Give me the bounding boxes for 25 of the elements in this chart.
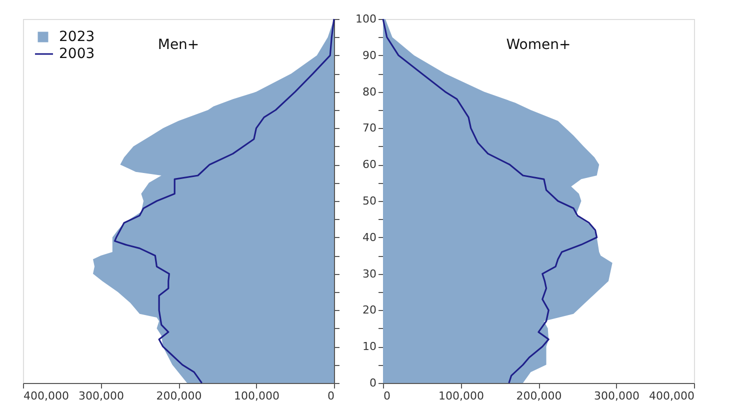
y-tick-label: 10 <box>362 340 376 354</box>
x-tick-label: 0 <box>384 390 390 402</box>
x-tick-label: 200,000 <box>516 390 562 402</box>
y-tick-label: 20 <box>362 304 376 317</box>
y-tick-label: 30 <box>362 267 376 280</box>
y-tick-label: 80 <box>362 85 376 98</box>
text: Women+ <box>506 37 571 53</box>
x-tick-label: 400,000 <box>649 390 694 402</box>
x-tick-label: 400,000 <box>24 390 69 402</box>
y-tick-label: 40 <box>362 230 376 244</box>
y-tick-label: 70 <box>362 122 376 135</box>
x-tick-label: 300,000 <box>78 390 124 402</box>
x-tick-label: 200,000 <box>156 390 202 402</box>
legend-label: 2023 <box>59 29 95 45</box>
legend-label: 2003 <box>59 46 95 62</box>
y-tick-label: 0 <box>370 376 376 390</box>
x-tick-label: 300,000 <box>594 390 640 402</box>
y-tick-label: 60 <box>362 158 376 172</box>
x-tick-label: 0 <box>328 390 334 402</box>
y-tick-label: 90 <box>362 48 376 62</box>
y-tick-label: 50 <box>362 194 376 208</box>
x-tick-label: 100,000 <box>234 390 280 402</box>
text: Men+ <box>158 37 200 53</box>
y-tick-label: 100 <box>356 12 376 26</box>
x-tick-label: 100,000 <box>438 390 484 402</box>
